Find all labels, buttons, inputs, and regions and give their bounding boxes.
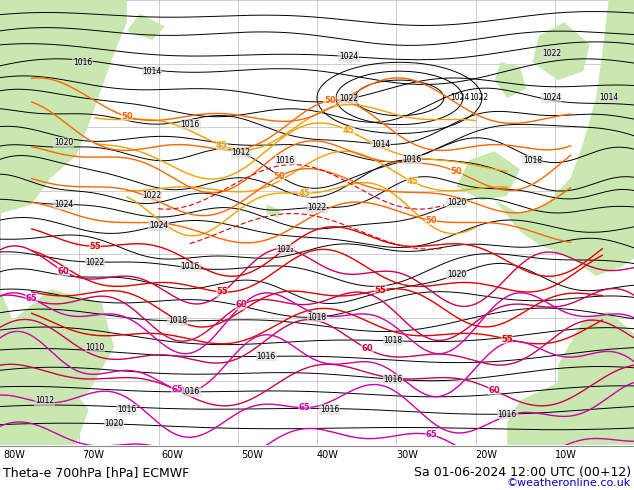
Text: 1022: 1022 bbox=[339, 95, 358, 103]
Text: 1016: 1016 bbox=[117, 405, 136, 414]
Text: 55: 55 bbox=[375, 286, 386, 294]
Polygon shape bbox=[127, 13, 165, 40]
Text: 1020: 1020 bbox=[105, 419, 124, 428]
Polygon shape bbox=[0, 0, 127, 214]
Text: 1016: 1016 bbox=[73, 58, 92, 67]
Text: 1016: 1016 bbox=[276, 156, 295, 165]
Polygon shape bbox=[558, 312, 634, 445]
Polygon shape bbox=[266, 205, 279, 218]
Text: 1020: 1020 bbox=[447, 198, 466, 207]
Text: 1022: 1022 bbox=[542, 49, 561, 58]
Polygon shape bbox=[25, 0, 101, 53]
Text: 65: 65 bbox=[425, 430, 437, 440]
Text: 65: 65 bbox=[172, 385, 183, 394]
Text: 1022: 1022 bbox=[143, 191, 162, 200]
Text: 1024: 1024 bbox=[542, 94, 561, 102]
Polygon shape bbox=[495, 0, 634, 276]
Polygon shape bbox=[0, 289, 114, 423]
Text: 50: 50 bbox=[121, 112, 133, 121]
Text: 1014: 1014 bbox=[599, 94, 618, 102]
Text: 60: 60 bbox=[362, 344, 373, 353]
Text: 1016: 1016 bbox=[181, 120, 200, 129]
Text: 1022: 1022 bbox=[307, 203, 327, 212]
Text: Sa 01-06-2024 12:00 UTC (00+12): Sa 01-06-2024 12:00 UTC (00+12) bbox=[414, 466, 631, 479]
Text: 1016: 1016 bbox=[384, 375, 403, 384]
Text: Theta-e 700hPa [hPa] ECMWF: Theta-e 700hPa [hPa] ECMWF bbox=[3, 466, 190, 479]
Text: 1020: 1020 bbox=[54, 138, 73, 147]
Text: 102₂: 102₂ bbox=[276, 245, 294, 254]
Text: 1024: 1024 bbox=[149, 221, 168, 230]
Text: 1012: 1012 bbox=[231, 148, 250, 157]
Text: 50: 50 bbox=[324, 96, 335, 105]
Text: 1018: 1018 bbox=[384, 336, 403, 345]
Text: 60: 60 bbox=[58, 267, 69, 276]
Text: 45: 45 bbox=[406, 177, 418, 186]
Text: 60: 60 bbox=[489, 386, 500, 395]
Text: 50: 50 bbox=[425, 216, 437, 225]
Text: 80W: 80W bbox=[3, 450, 25, 460]
Text: 60W: 60W bbox=[162, 450, 184, 460]
Text: 1016: 1016 bbox=[403, 155, 422, 164]
Text: 10W: 10W bbox=[555, 450, 577, 460]
Polygon shape bbox=[0, 289, 89, 445]
Polygon shape bbox=[456, 151, 520, 200]
Text: 45: 45 bbox=[216, 141, 228, 150]
Text: 55: 55 bbox=[501, 335, 513, 343]
Text: 1022: 1022 bbox=[86, 258, 105, 267]
Text: ©weatheronline.co.uk: ©weatheronline.co.uk bbox=[507, 478, 631, 488]
Text: 40W: 40W bbox=[317, 450, 339, 460]
Text: 1014: 1014 bbox=[143, 67, 162, 75]
Text: 45: 45 bbox=[343, 126, 354, 135]
Text: 1016: 1016 bbox=[181, 388, 200, 396]
Text: 1018: 1018 bbox=[168, 317, 187, 325]
Text: 1010: 1010 bbox=[86, 343, 105, 351]
Text: 50W: 50W bbox=[241, 450, 263, 460]
Text: 1014: 1014 bbox=[371, 140, 390, 148]
Text: 1016: 1016 bbox=[181, 263, 200, 271]
Polygon shape bbox=[495, 62, 526, 98]
Text: 1020: 1020 bbox=[447, 270, 466, 279]
Text: 50: 50 bbox=[451, 167, 462, 176]
Text: 1016: 1016 bbox=[257, 352, 276, 361]
Text: 65: 65 bbox=[299, 403, 310, 412]
Polygon shape bbox=[507, 383, 583, 445]
Text: 1018: 1018 bbox=[523, 156, 542, 165]
Text: 20W: 20W bbox=[476, 450, 498, 460]
Text: 1024: 1024 bbox=[339, 52, 358, 61]
Text: 1016: 1016 bbox=[498, 410, 517, 418]
Text: 55: 55 bbox=[89, 242, 101, 251]
Text: 1018: 1018 bbox=[307, 313, 327, 321]
Text: 50: 50 bbox=[273, 172, 285, 181]
Text: 65: 65 bbox=[26, 294, 37, 303]
Text: 60: 60 bbox=[235, 300, 247, 310]
Text: 1022: 1022 bbox=[469, 94, 488, 102]
Text: 1016: 1016 bbox=[320, 405, 339, 414]
Text: 70W: 70W bbox=[82, 450, 105, 460]
Text: 45: 45 bbox=[299, 189, 310, 198]
Text: 1024: 1024 bbox=[54, 200, 73, 209]
Text: 55: 55 bbox=[216, 287, 228, 296]
Text: 30W: 30W bbox=[396, 450, 418, 460]
Text: 1012: 1012 bbox=[35, 396, 54, 405]
Polygon shape bbox=[533, 22, 590, 80]
Text: 1024: 1024 bbox=[450, 94, 469, 102]
